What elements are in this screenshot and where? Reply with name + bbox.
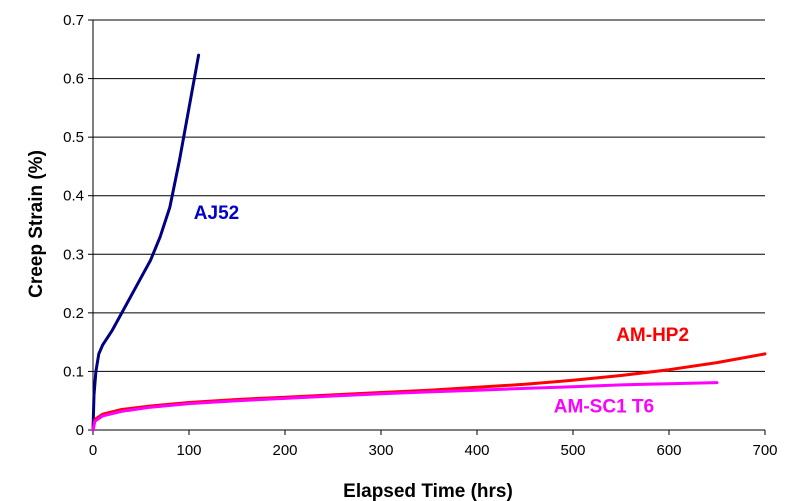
x-tick-label: 700 [752,442,777,459]
y-tick-label: 0.4 [63,188,84,205]
series-labels: AJ52 AM-HP2 AM-SC1 T6 [194,203,689,417]
x-axis-title: Elapsed Time (hrs) [343,481,513,501]
y-tick-label: 0.3 [63,246,84,263]
y-tick-label: 0.5 [63,129,84,146]
y-tick-label: 0.1 [63,363,84,380]
tick-labels: 0 0.1 0.2 0.3 0.4 0.5 0.6 0.7 0 100 200 300 400 500 60… [63,12,777,459]
x-tick-label: 500 [560,442,585,459]
x-tick-label: 300 [368,442,393,459]
x-tick-label: 400 [464,442,489,459]
y-tick-label: 0 [76,422,84,439]
x-tick-label: 200 [272,442,297,459]
series-label-am-hp2: AM-HP2 [616,325,689,346]
x-tick-label: 600 [656,442,681,459]
axes [88,19,766,435]
x-tick-label: 0 [89,442,97,459]
series-line-am-sc1-t6 [91,381,719,432]
y-tick-label: 0.6 [63,71,84,88]
gridlines [93,19,765,372]
x-tick-label: 100 [176,442,201,459]
series-label-aj52: AJ52 [194,203,239,224]
y-axis-title: Creep Strain (%) [26,150,47,298]
y-tick-label: 0.7 [63,12,84,29]
series-label-am-sc1-t6: AM-SC1 T6 [554,396,654,417]
y-tick-label: 0.2 [63,305,84,322]
series-lines [91,53,767,432]
series-line-aj52 [91,53,201,432]
